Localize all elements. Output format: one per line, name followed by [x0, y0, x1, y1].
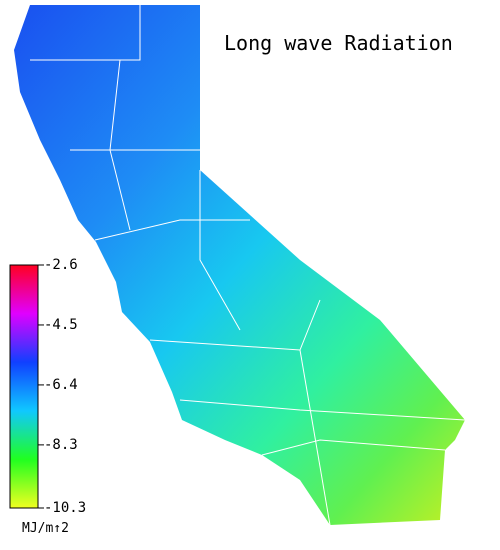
tick-label: -10.3 — [44, 500, 86, 516]
unit-label: MJ/m↑2 — [22, 521, 69, 536]
county-borders — [30, 5, 466, 526]
state-shape — [14, 5, 465, 525]
colorbar-scale — [9, 264, 39, 509]
map-title: Long wave Radiation — [224, 31, 453, 55]
california-map — [14, 5, 466, 526]
colorbar: -2.6 -4.5 -6.4 -8.3 -10.3 — [9, 257, 86, 516]
tick-label: -2.6 — [44, 257, 78, 273]
tick-label: -4.5 — [44, 317, 78, 333]
tick-label: -8.3 — [44, 437, 78, 453]
tick-label: -6.4 — [44, 377, 78, 393]
